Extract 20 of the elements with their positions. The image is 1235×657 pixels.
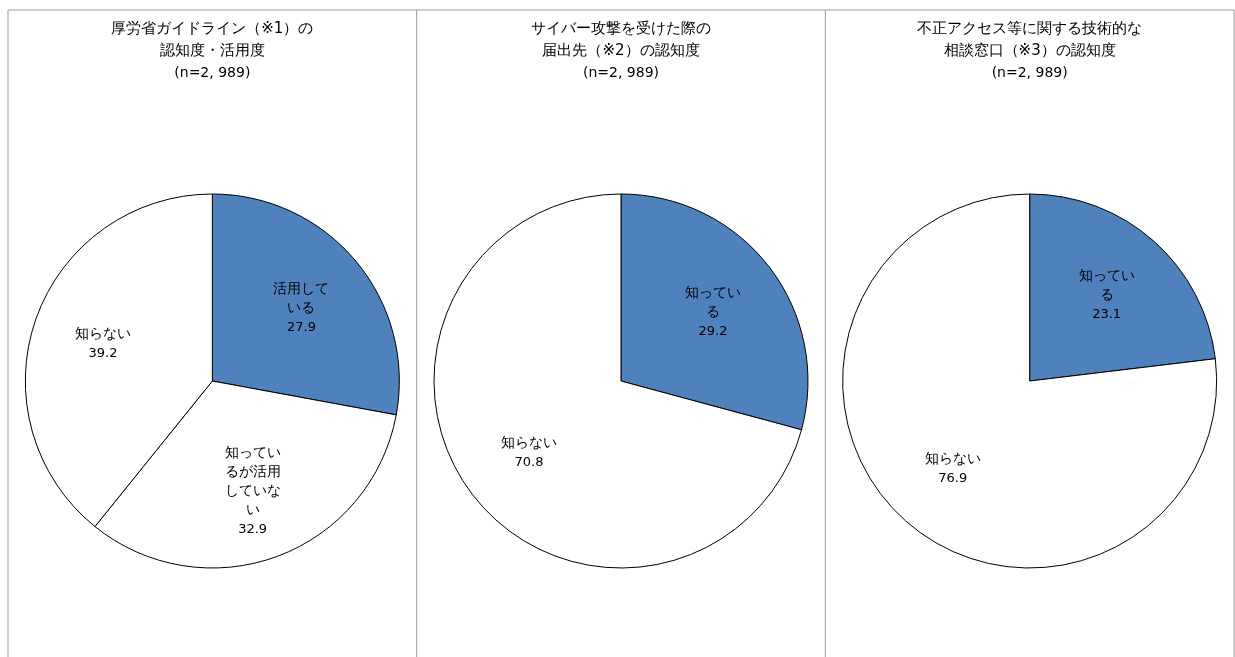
- chart-subtitle: (n=2, 989): [991, 64, 1068, 80]
- slice-label: 活用している: [273, 279, 330, 315]
- slice-label: 知らない: [924, 450, 981, 467]
- data-label: 76.9: [938, 470, 968, 486]
- slice-label: 知っているが活用していない: [224, 443, 281, 517]
- data-label: 32.9: [238, 520, 268, 536]
- slice-label: 知っている: [685, 283, 742, 319]
- data-label: 39.2: [88, 344, 118, 360]
- slice-label: 知らない: [500, 433, 557, 450]
- slice-label: 知っている: [1078, 267, 1135, 303]
- data-label: 27.9: [286, 318, 316, 334]
- data-label: 29.2: [698, 322, 728, 338]
- chart-title: サイバー攻撃を受けた際の届出先（※2）の認知度: [531, 19, 711, 59]
- chart-subtitle: (n=2, 989): [174, 64, 251, 80]
- data-label: 70.8: [514, 453, 544, 469]
- data-label: 23.1: [1092, 306, 1122, 322]
- slice-label: 知らない: [75, 324, 131, 341]
- chart-title: 不正アクセス等に関する技術的な相談窓口（※3）の認知度: [917, 19, 1143, 59]
- chart-title: 厚労省ガイドライン（※1）の認知度・活用度: [111, 19, 314, 59]
- chart-subtitle: (n=2, 989): [582, 64, 660, 80]
